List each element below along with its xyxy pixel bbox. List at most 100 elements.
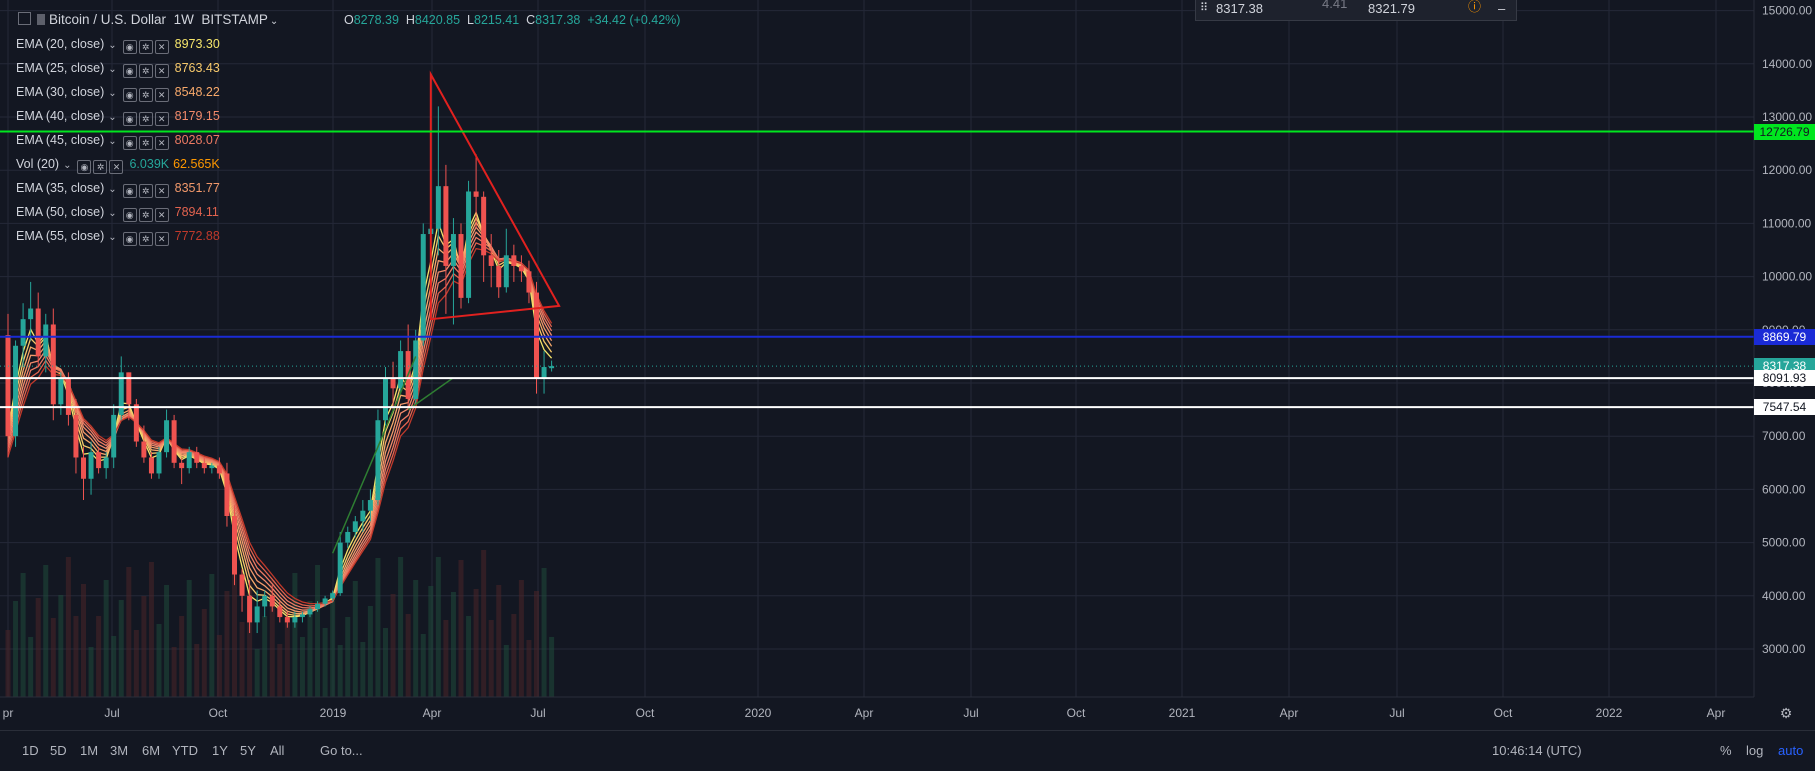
chevron-down-icon[interactable]: ⌄ [108, 136, 117, 147]
candle-body [96, 452, 102, 469]
indicator-name[interactable]: EMA (30, close) [16, 85, 105, 99]
close-icon[interactable]: ✕ [154, 136, 169, 150]
indicator-name[interactable]: EMA (45, close) [16, 133, 105, 147]
collapse-icon[interactable] [18, 12, 31, 25]
order-widget[interactable]: ⠿ 8317.38 4.41 8321.79 ⓘ – [1195, 0, 1517, 21]
indicator-row[interactable]: EMA (20, close) ⌄ ◉ ✲ ✕ 8973.30 [16, 34, 220, 54]
indicator-row[interactable]: EMA (35, close) ⌄ ◉ ✲ ✕ 8351.77 [16, 178, 220, 198]
indicator-row[interactable]: EMA (50, close) ⌄ ◉ ✲ ✕ 7894.11 [16, 202, 219, 222]
timeframe-button[interactable]: 3M [110, 743, 129, 758]
close-icon[interactable]: ✕ [154, 40, 169, 54]
symbol-name[interactable]: Bitcoin / U.S. Dollar [49, 12, 167, 27]
log-toggle[interactable]: log [1746, 743, 1764, 758]
settings-icon[interactable]: ✲ [138, 136, 153, 150]
settings-icon[interactable]: ✲ [138, 88, 153, 102]
chevron-down-icon[interactable]: ⌄ [269, 16, 279, 27]
chevron-down-icon[interactable]: ⌄ [108, 88, 117, 99]
timeframe-button[interactable]: 1M [80, 743, 99, 758]
volume-bar [383, 628, 388, 697]
chevron-down-icon[interactable]: ⌄ [108, 232, 117, 243]
candle-body [171, 420, 177, 463]
indicator-row[interactable]: EMA (40, close) ⌄ ◉ ✲ ✕ 8179.15 [16, 106, 220, 126]
eye-icon[interactable]: ◉ [122, 40, 137, 54]
close-icon[interactable]: ✕ [154, 208, 169, 222]
chevron-down-icon[interactable]: ⌄ [108, 40, 117, 51]
indicator-name[interactable]: EMA (20, close) [16, 37, 105, 51]
indicator-name[interactable]: EMA (40, close) [16, 109, 105, 123]
settings-icon[interactable]: ✲ [138, 40, 153, 54]
warning-icon[interactable]: ⓘ [1468, 0, 1482, 14]
close-icon[interactable]: ✕ [154, 88, 169, 102]
indicator-name[interactable]: Vol (20) [16, 157, 60, 171]
minimize-icon[interactable]: – [1498, 1, 1506, 16]
candle-body [111, 414, 117, 458]
indicator-name[interactable]: EMA (25, close) [16, 61, 105, 75]
timeframe-button[interactable]: 5Y [240, 743, 256, 758]
indicator-row[interactable]: Vol (20) ⌄ ◉ ✲ ✕ 6.039K 62.565K [16, 154, 220, 174]
eye-icon[interactable]: ◉ [77, 160, 92, 174]
timeframe-button[interactable]: 6M [142, 743, 161, 758]
candle-body [269, 595, 275, 607]
volume-bar [481, 550, 487, 697]
indicator-row[interactable]: EMA (55, close) ⌄ ◉ ✲ ✕ 7772.88 [16, 226, 220, 246]
grip-icon[interactable]: ⠿ [1200, 2, 1209, 14]
volume-bar [367, 606, 373, 697]
timeframe-button[interactable]: All [270, 743, 285, 758]
settings-icon[interactable]: ✲ [138, 184, 153, 198]
symbol-logo-icon [37, 14, 45, 25]
chevron-down-icon[interactable]: ⌄ [108, 64, 117, 75]
eye-icon[interactable]: ◉ [122, 136, 137, 150]
interval-label[interactable]: 1W [173, 12, 194, 27]
indicator-name[interactable]: EMA (50, close) [16, 205, 105, 219]
percent-toggle[interactable]: % [1720, 743, 1732, 758]
volume-bar [299, 637, 305, 697]
eye-icon[interactable]: ◉ [122, 112, 137, 126]
candle-body [383, 377, 388, 421]
chevron-down-icon[interactable]: ⌄ [63, 160, 72, 171]
candle-body [292, 617, 298, 623]
horizontal-lines[interactable] [0, 130, 1754, 409]
timeframe-button[interactable]: 1Y [212, 743, 228, 758]
settings-icon[interactable]: ✲ [138, 208, 153, 222]
close-icon[interactable]: ✕ [154, 64, 169, 78]
candle-body [488, 255, 494, 266]
chevron-down-icon[interactable]: ⌄ [108, 112, 117, 123]
chart-drawings[interactable] [331, 70, 561, 554]
indicator-row[interactable]: EMA (30, close) ⌄ ◉ ✲ ✕ 8548.22 [16, 82, 220, 102]
clock-label[interactable]: 10:46:14 (UTC) [1492, 743, 1582, 758]
close-icon[interactable]: ✕ [154, 232, 169, 246]
eye-icon[interactable]: ◉ [122, 232, 137, 246]
timeframe-button[interactable]: YTD [172, 743, 198, 758]
volume-bar [209, 574, 215, 697]
eye-icon[interactable]: ◉ [122, 88, 137, 102]
eye-icon[interactable]: ◉ [122, 64, 137, 78]
chevron-down-icon[interactable]: ⌄ [108, 208, 117, 219]
volume-bar [156, 624, 162, 697]
candle-body [118, 372, 124, 415]
settings-icon[interactable]: ✲ [138, 232, 153, 246]
price-axis[interactable]: 15000.00 14000.00 13000.00 12000.00 11000.00… [1753, 0, 1812, 697]
auto-toggle[interactable]: auto [1778, 743, 1804, 758]
settings-icon[interactable]: ✲ [138, 112, 153, 126]
indicator-row[interactable]: EMA (25, close) ⌄ ◉ ✲ ✕ 8763.43 [16, 58, 220, 78]
goto-button[interactable]: Go to... [320, 743, 363, 758]
symbol-title[interactable]: Bitcoin / U.S. Dollar 1W BITSTAMP ⌄ [18, 10, 278, 30]
exchange-label[interactable]: BITSTAMP [201, 12, 268, 27]
indicator-name[interactable]: EMA (35, close) [16, 181, 105, 195]
chevron-down-icon[interactable]: ⌄ [108, 184, 117, 195]
close-icon[interactable]: ✕ [109, 160, 124, 174]
settings-icon[interactable]: ✲ [93, 160, 108, 174]
indicator-row[interactable]: EMA (45, close) ⌄ ◉ ✲ ✕ 8028.07 [16, 130, 220, 150]
eye-icon[interactable]: ◉ [122, 184, 137, 198]
timeframe-button[interactable]: 5D [50, 743, 67, 758]
buy-price[interactable]: 8321.79 [1368, 1, 1415, 16]
eye-icon[interactable]: ◉ [122, 208, 137, 222]
settings-icon[interactable]: ✲ [138, 64, 153, 78]
sell-price[interactable]: 8317.38 [1216, 1, 1263, 16]
indicator-name[interactable]: EMA (55, close) [16, 229, 105, 243]
close-icon[interactable]: ✕ [154, 112, 169, 126]
timeframe-button[interactable]: 1D [22, 743, 39, 758]
close-icon[interactable]: ✕ [154, 184, 169, 198]
time-axis[interactable]: pr Jul Oct 2019 Apr Jul Oct 2020 Apr Jul Oct 2021 Ap… [0, 696, 1792, 722]
